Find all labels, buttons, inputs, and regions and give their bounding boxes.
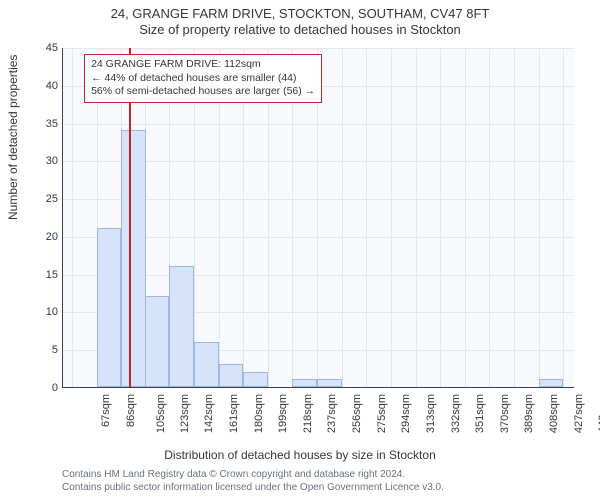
xtick-label: 105sqm: [155, 394, 167, 433]
annotation-box: 24 GRANGE FARM DRIVE: 112sqm ← 44% of de…: [84, 54, 322, 103]
xtick-label: 180sqm: [253, 394, 265, 433]
gridline-h: [63, 124, 574, 125]
xtick-label: 389sqm: [524, 394, 536, 433]
gridline-v: [563, 48, 564, 387]
histogram-bar: [169, 266, 194, 387]
xtick-label: 237sqm: [327, 394, 339, 433]
gridline-v: [416, 48, 417, 387]
annotation-line-1: 24 GRANGE FARM DRIVE: 112sqm: [91, 58, 315, 72]
histogram-bar: [219, 364, 244, 387]
histogram-bar: [317, 379, 342, 387]
gridline-v: [539, 48, 540, 387]
histogram-bar: [539, 379, 564, 387]
xtick-label: 332sqm: [450, 394, 462, 433]
histogram-bar: [97, 228, 122, 387]
xtick-label: 275sqm: [376, 394, 388, 433]
xtick-label: 256sqm: [351, 394, 363, 433]
chart-container: { "chart": { "type": "histogram", "title…: [0, 0, 600, 500]
xtick-label: 427sqm: [573, 394, 585, 433]
credit-block: Contains HM Land Registry data © Crown c…: [62, 469, 444, 494]
ytick-label: 45: [28, 42, 58, 54]
ytick-label: 25: [28, 193, 58, 205]
gridline-v: [465, 48, 466, 387]
gridline-v: [366, 48, 367, 387]
credit-line-2: Contains public sector information licen…: [62, 482, 444, 495]
histogram-bar: [292, 379, 317, 387]
gridline-v: [342, 48, 343, 387]
ytick-label: 35: [28, 118, 58, 130]
title-line-2: Size of property relative to detached ho…: [0, 22, 600, 38]
ytick-label: 20: [28, 231, 58, 243]
gridline-v: [72, 48, 73, 387]
plot-area: 24 GRANGE FARM DRIVE: 112sqm ← 44% of de…: [62, 48, 574, 388]
ytick-label: 15: [28, 269, 58, 281]
xtick-label: 86sqm: [125, 394, 137, 427]
xtick-label: 67sqm: [100, 394, 112, 427]
xtick-label: 123sqm: [179, 394, 191, 433]
title-line-1: 24, GRANGE FARM DRIVE, STOCKTON, SOUTHAM…: [0, 6, 600, 22]
annotation-line-2: ← 44% of detached houses are smaller (44…: [91, 72, 315, 86]
xtick-label: 370sqm: [499, 394, 511, 433]
xtick-label: 313sqm: [425, 394, 437, 433]
ytick-label: 0: [28, 382, 58, 394]
y-axis-label: Number of detached properties: [6, 55, 20, 220]
credit-line-1: Contains HM Land Registry data © Crown c…: [62, 469, 444, 482]
xtick-label: 408sqm: [548, 394, 560, 433]
xtick-label: 199sqm: [277, 394, 289, 433]
xtick-label: 142sqm: [203, 394, 215, 433]
xtick-label: 351sqm: [474, 394, 486, 433]
ytick-label: 5: [28, 344, 58, 356]
histogram-bar: [243, 372, 268, 387]
annotation-line-3: 56% of semi-detached houses are larger (…: [91, 85, 315, 99]
gridline-v: [440, 48, 441, 387]
gridline-v: [489, 48, 490, 387]
gridline-h: [63, 48, 574, 49]
xtick-label: 161sqm: [228, 394, 240, 433]
ytick-label: 40: [28, 80, 58, 92]
gridline-v: [514, 48, 515, 387]
histogram-bar: [145, 296, 170, 387]
chart-title: 24, GRANGE FARM DRIVE, STOCKTON, SOUTHAM…: [0, 6, 600, 39]
histogram-bar: [121, 130, 146, 387]
xtick-label: 294sqm: [400, 394, 412, 433]
x-axis-label: Distribution of detached houses by size …: [0, 448, 600, 462]
gridline-v: [391, 48, 392, 387]
ytick-label: 30: [28, 155, 58, 167]
xtick-label: 218sqm: [302, 394, 314, 433]
ytick-label: 10: [28, 306, 58, 318]
histogram-bar: [194, 342, 219, 387]
